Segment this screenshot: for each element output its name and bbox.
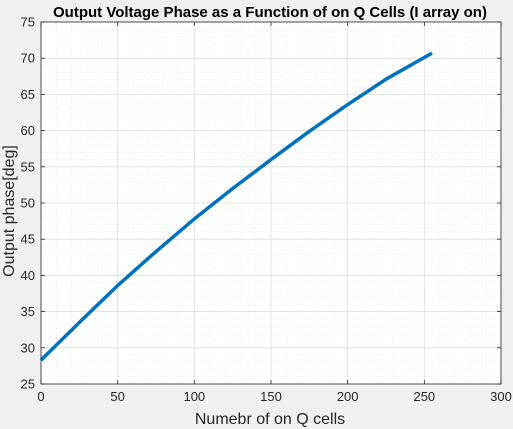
y-tick-label: 65 — [21, 87, 35, 102]
series-line-0 — [39, 51, 433, 362]
y-tick-label: 45 — [21, 232, 35, 247]
x-tick-label: 100 — [183, 389, 205, 404]
y-tick-label: 55 — [21, 159, 35, 174]
x-tick-label: 200 — [337, 389, 359, 404]
chart-title: Output Voltage Phase as a Function of on… — [53, 4, 487, 21]
x-tick-label: 0 — [37, 389, 44, 404]
y-tick-label: 25 — [21, 377, 35, 392]
y-tick-label: 35 — [21, 304, 35, 319]
y-tick-label: 70 — [21, 51, 35, 66]
y-tick-label: 75 — [21, 15, 35, 30]
y-tick-label: 40 — [21, 268, 35, 283]
y-tick-label: 30 — [21, 340, 35, 355]
y-axis-label: Output phase[deg] — [1, 145, 18, 277]
y-tick-label: 50 — [21, 196, 35, 211]
x-tick-label: 150 — [260, 389, 282, 404]
x-tick-label: 250 — [413, 389, 435, 404]
y-tick-label: 60 — [21, 123, 35, 138]
x-axis-label: Numebr of on Q cells — [195, 411, 345, 428]
x-tick-label: 300 — [490, 389, 512, 404]
x-tick-label: 50 — [110, 389, 124, 404]
